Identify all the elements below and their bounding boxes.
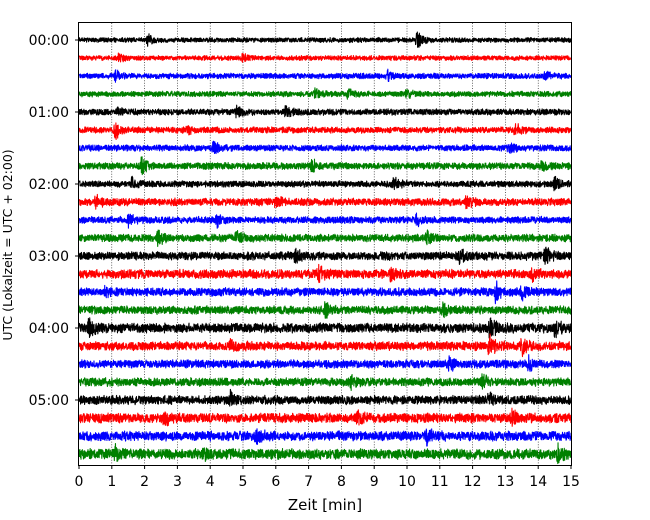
x-tick-label: 15 (562, 474, 580, 490)
seismic-trace (78, 87, 572, 100)
seismic-trace (78, 317, 572, 339)
seismic-trace (78, 246, 572, 265)
plot-frame (78, 22, 572, 466)
y-axis-title: UTC (Lokalzeit = UTC + 02:00) (0, 149, 15, 340)
seismic-trace (78, 263, 572, 284)
seismic-trace (78, 354, 572, 372)
seismic-trace (78, 388, 572, 407)
y-tick-label: 01:00 (29, 105, 69, 121)
y-axis: 00:00 01:00 02:00 03:00 04:00 05:00 (29, 33, 79, 409)
y-tick-label: 03:00 (29, 249, 69, 265)
seismic-trace (78, 140, 572, 155)
x-tick-label: 6 (271, 474, 280, 490)
x-axis: 0 1 2 3 4 5 6 7 8 9 10 11 12 13 14 15 (75, 465, 580, 490)
x-tick-label: 14 (529, 474, 547, 490)
x-tick-label: 7 (304, 474, 313, 490)
seismic-trace (78, 373, 572, 392)
x-tick-label: 3 (173, 474, 182, 490)
seismic-trace (78, 301, 572, 319)
x-tick-label: 9 (370, 474, 379, 490)
x-axis-title: Zeit [min] (288, 496, 362, 514)
seismic-trace (78, 68, 572, 83)
y-tick-label: 02:00 (29, 177, 69, 193)
seismic-trace (78, 333, 572, 358)
y-tick-label: 05:00 (29, 393, 69, 409)
x-tick-label: 1 (107, 474, 116, 490)
y-tick-label: 00:00 (29, 33, 69, 49)
y-tick-label: 04:00 (29, 321, 69, 337)
seismic-trace (78, 122, 572, 141)
x-tick-label: 2 (140, 474, 149, 490)
trace-group (78, 31, 572, 465)
x-tick-label: 13 (496, 474, 514, 490)
seismic-trace (78, 280, 572, 305)
seismic-trace (78, 193, 572, 210)
seismic-trace (78, 229, 572, 247)
seismic-trace (78, 175, 572, 192)
seismic-trace (78, 104, 572, 119)
seismic-trace (78, 156, 572, 176)
seismic-trace (78, 428, 572, 447)
x-tick-label: 5 (239, 474, 248, 490)
x-tick-label: 8 (337, 474, 346, 490)
seismic-trace (78, 31, 572, 48)
x-tick-label: 0 (75, 474, 84, 490)
x-tick-label: 4 (206, 474, 215, 490)
seismic-trace (78, 442, 572, 465)
seismic-trace (78, 212, 572, 229)
seismic-trace (78, 52, 572, 63)
gridlines (111, 23, 539, 465)
x-tick-label: 10 (398, 474, 416, 490)
seismic-trace (78, 407, 572, 427)
x-tick-label: 11 (431, 474, 449, 490)
x-tick-label: 12 (464, 474, 482, 490)
